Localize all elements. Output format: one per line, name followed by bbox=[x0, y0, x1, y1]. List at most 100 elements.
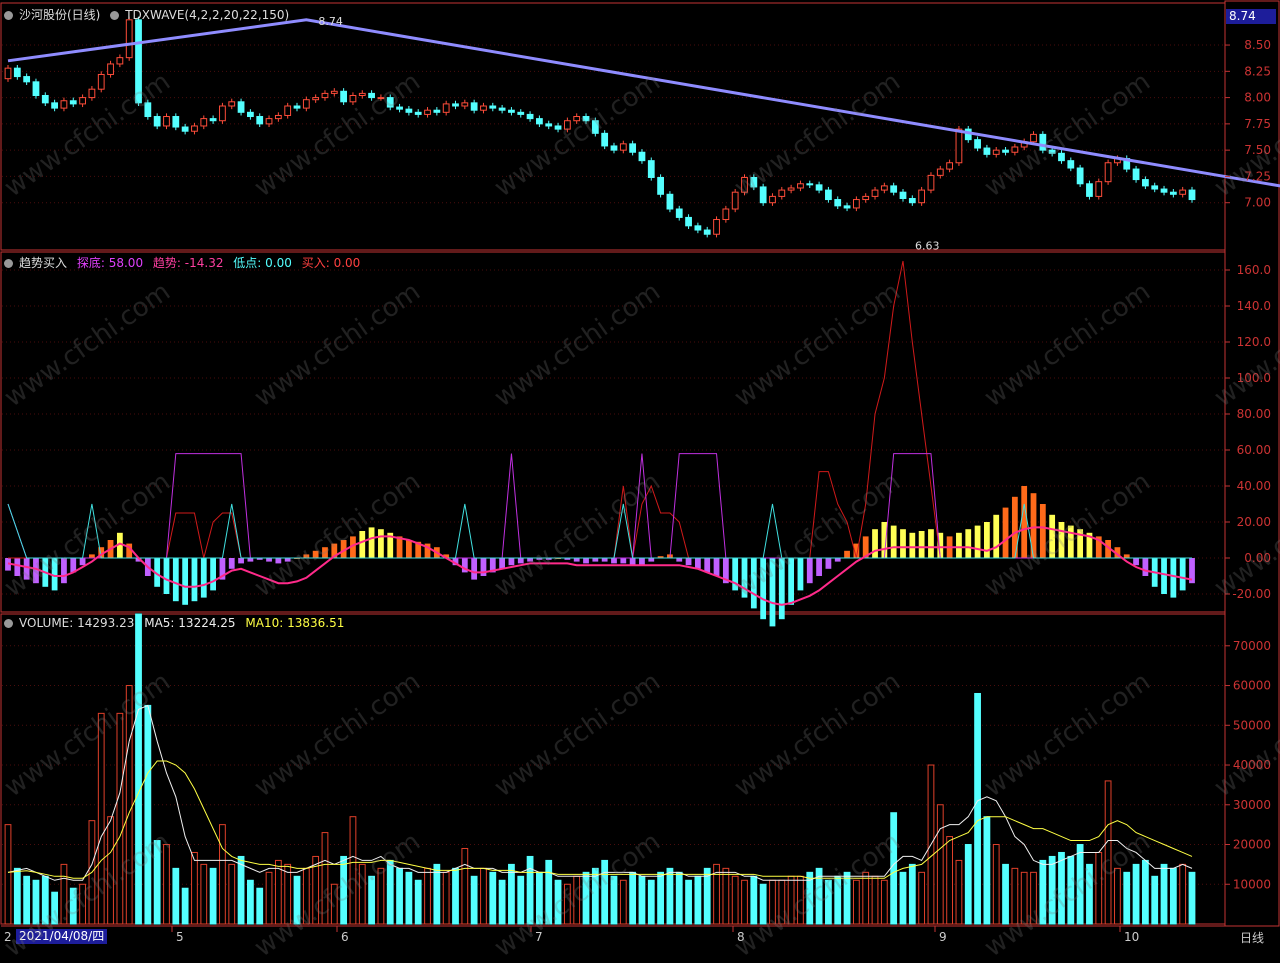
volume-bar bbox=[992, 844, 1000, 925]
candle-body bbox=[526, 113, 534, 120]
volume-bar bbox=[1114, 867, 1121, 925]
histogram-bar bbox=[545, 558, 552, 560]
volume-bar bbox=[330, 883, 338, 925]
candle-body bbox=[647, 160, 655, 178]
y-tick-label: 7.25 bbox=[1244, 169, 1271, 183]
candle bbox=[312, 94, 320, 103]
candle-body bbox=[825, 189, 832, 201]
histogram-bar bbox=[648, 558, 655, 562]
volume-bar bbox=[1132, 863, 1140, 925]
volume-bar bbox=[1067, 855, 1075, 925]
volume-bar bbox=[1039, 859, 1047, 925]
candle bbox=[60, 97, 68, 112]
volume-bar bbox=[489, 871, 497, 925]
histogram-bar bbox=[657, 556, 664, 558]
volume-bar bbox=[871, 875, 879, 925]
candle bbox=[610, 142, 618, 154]
trend-value: -14.32 bbox=[184, 256, 224, 270]
volume-bar bbox=[358, 863, 366, 925]
period-label[interactable]: 日线 bbox=[1239, 931, 1264, 945]
candle bbox=[1086, 180, 1093, 200]
histogram-bar bbox=[862, 536, 869, 558]
volume-bar bbox=[675, 871, 683, 925]
histogram-bar bbox=[611, 558, 617, 564]
volume-bar bbox=[60, 863, 68, 925]
x-tick-label: 9 bbox=[939, 930, 947, 944]
volume-bar bbox=[414, 879, 422, 925]
candle bbox=[1179, 186, 1187, 198]
candle bbox=[1160, 185, 1168, 196]
volume-bar bbox=[815, 867, 823, 925]
price-annotation: 8.74 bbox=[318, 15, 343, 28]
indicator-pane[interactable] bbox=[5, 260, 1195, 627]
histogram-bar bbox=[424, 543, 431, 558]
volume-bar bbox=[545, 859, 553, 925]
candle-body bbox=[312, 97, 320, 101]
volume-bar bbox=[806, 871, 814, 925]
volume-bar bbox=[172, 867, 180, 925]
volume-bar bbox=[852, 879, 860, 925]
candle bbox=[862, 193, 870, 203]
histogram-bar bbox=[1077, 529, 1084, 558]
collapse-icon[interactable] bbox=[4, 259, 13, 268]
volume-bar bbox=[610, 875, 618, 925]
candle-body bbox=[377, 97, 385, 100]
candle bbox=[321, 90, 329, 101]
y-tick-label: 8.25 bbox=[1244, 64, 1271, 78]
candle bbox=[1188, 186, 1196, 203]
histogram-bar bbox=[116, 532, 123, 558]
candle bbox=[79, 94, 86, 108]
y-tick-label: 20.00 bbox=[1237, 515, 1271, 529]
histogram-bar bbox=[1114, 547, 1121, 558]
histogram-bar bbox=[993, 514, 1000, 558]
candle-body bbox=[330, 90, 338, 94]
candle-body bbox=[508, 109, 515, 113]
histogram-bar bbox=[172, 558, 179, 602]
volume-bar bbox=[936, 804, 944, 925]
candle bbox=[1151, 182, 1159, 193]
volume-bar bbox=[219, 824, 226, 925]
volume-bar bbox=[1076, 844, 1084, 925]
collapse-icon[interactable] bbox=[4, 619, 13, 628]
candle-body bbox=[927, 174, 935, 191]
candle bbox=[116, 54, 124, 68]
candle bbox=[545, 120, 553, 130]
candle-body bbox=[69, 100, 77, 105]
candle-body bbox=[731, 191, 739, 210]
candle bbox=[526, 111, 534, 122]
x-tick-label: 2 bbox=[4, 930, 12, 944]
candle-body bbox=[694, 225, 702, 231]
volume-bar bbox=[918, 871, 926, 925]
histogram-bar bbox=[1039, 504, 1046, 558]
indicator-toggle-icon[interactable] bbox=[110, 11, 120, 20]
candle-body bbox=[638, 151, 646, 162]
price-pane[interactable]: 8.74 6.63 bbox=[4, 15, 1280, 253]
volume-label: VOLUME: bbox=[19, 616, 74, 630]
histogram-bar bbox=[741, 558, 748, 598]
histogram-bar bbox=[79, 558, 86, 566]
candle-body bbox=[191, 125, 198, 132]
candle bbox=[368, 90, 375, 101]
candle-body bbox=[247, 111, 254, 118]
volume-pane[interactable] bbox=[4, 613, 1196, 925]
histogram-bar bbox=[1011, 496, 1018, 558]
candle-body bbox=[480, 105, 487, 111]
candle-body bbox=[414, 111, 422, 115]
volume-bar bbox=[284, 863, 292, 925]
candle-body bbox=[396, 106, 403, 110]
candle-body bbox=[1179, 189, 1187, 195]
collapse-icon[interactable] bbox=[4, 11, 13, 20]
candle-body bbox=[955, 128, 963, 164]
candle bbox=[1104, 159, 1112, 185]
volume-bar bbox=[517, 875, 525, 925]
candle bbox=[274, 112, 282, 122]
candle bbox=[293, 102, 301, 112]
candle-body bbox=[834, 199, 842, 207]
volume-bar bbox=[1141, 859, 1149, 925]
candle-body bbox=[265, 118, 273, 125]
candle-body bbox=[582, 116, 590, 122]
candle bbox=[340, 88, 348, 105]
indicator-header: 趋势买入 探底: 58.00 趋势: -14.32 低点: 0.00 买入: 0… bbox=[4, 254, 366, 271]
